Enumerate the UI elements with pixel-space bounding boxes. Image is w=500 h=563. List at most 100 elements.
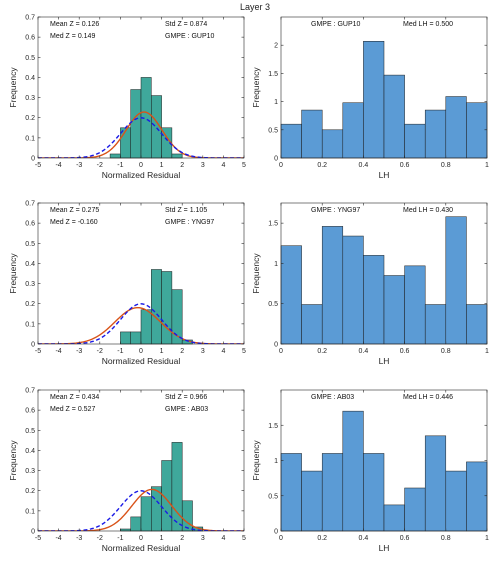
y-tick-label: 0.3	[25, 281, 35, 288]
y-tick-label: 0.1	[25, 135, 35, 142]
bar	[342, 235, 364, 345]
y-axis-label: Frequency	[8, 67, 18, 108]
x-tick-label: -1	[117, 535, 123, 542]
bar	[140, 309, 152, 345]
x-axis-label: LH	[379, 170, 390, 180]
x-tick-label: -2	[97, 535, 103, 542]
stat-annotation: GMPE : YNG97	[311, 207, 360, 214]
y-axis-label: Frequency	[251, 440, 261, 481]
stat-annotation: Med Z = 0.149	[50, 33, 95, 40]
bar	[120, 331, 131, 345]
y-axis-label: Frequency	[251, 253, 261, 294]
bar	[466, 304, 488, 345]
bar	[280, 453, 302, 532]
x-tick-label: 0	[279, 162, 283, 169]
bar-group	[280, 216, 488, 345]
x-tick-label: 5	[242, 535, 246, 542]
stat-annotation: GMPE : GUP10	[165, 33, 215, 40]
y-tick-label: 0.7	[25, 388, 35, 395]
x-axis-label: LH	[379, 543, 390, 553]
bar	[171, 442, 183, 532]
bar	[445, 216, 467, 345]
stat-annotation: Mean Z = 0.126	[50, 21, 99, 28]
x-tick-label: 0	[279, 535, 283, 542]
x-tick-label: -3	[76, 162, 82, 169]
bar	[383, 275, 405, 345]
x-axis-label: Normalized Residual	[102, 543, 181, 553]
stat-annotation: Med Z = -0.160	[50, 219, 98, 226]
stat-annotation: GMPE : AB03	[165, 406, 208, 413]
y-tick-label: 0.5	[268, 493, 278, 500]
bar	[363, 255, 385, 345]
bar	[301, 470, 323, 532]
bar	[151, 269, 162, 345]
figure-title: Layer 3	[240, 2, 270, 12]
bar	[321, 226, 344, 345]
y-tick-label: 0.2	[25, 488, 35, 495]
x-tick-label: 3	[201, 348, 205, 355]
plot-frame	[280, 202, 488, 345]
stat-annotation: Std Z = 0.966	[165, 394, 207, 401]
bar	[301, 304, 323, 345]
x-tick-label: 0.2	[317, 535, 327, 542]
y-tick-label: 0.3	[25, 95, 35, 102]
x-tick-label: 0	[139, 535, 143, 542]
x-tick-label: 4	[221, 535, 225, 542]
stat-annotation: Med Z = 0.527	[50, 406, 95, 413]
stat-annotation: GMPE : AB03	[311, 394, 354, 401]
x-tick-label: 0.8	[441, 535, 451, 542]
x-axis-label: Normalized Residual	[102, 356, 181, 366]
bar	[424, 109, 447, 159]
stat-annotation: GMPE : GUP10	[311, 21, 361, 28]
y-tick-label: 1	[274, 261, 278, 268]
x-tick-label: -5	[35, 348, 41, 355]
y-axis-label: Frequency	[8, 253, 18, 294]
plot-frame	[280, 16, 488, 159]
x-tick-label: 3	[201, 535, 205, 542]
y-tick-label: 1.5	[268, 71, 278, 78]
bar-group	[109, 77, 183, 159]
stat-annotation: GMPE : YNG97	[165, 219, 214, 226]
x-tick-label: 0.6	[400, 535, 410, 542]
x-tick-label: -1	[117, 348, 123, 355]
y-tick-label: 0.6	[25, 408, 35, 415]
y-tick-label: 0.4	[25, 261, 35, 268]
y-tick-label: 2	[274, 43, 278, 50]
stat-annotation: Mean Z = 0.434	[50, 394, 99, 401]
x-tick-label: 1	[485, 348, 489, 355]
y-tick-label: 0.5	[268, 127, 278, 134]
x-tick-label: 1	[485, 535, 489, 542]
y-tick-label: 0.5	[268, 301, 278, 308]
bar	[445, 96, 467, 159]
y-axis-label: Frequency	[8, 440, 18, 481]
stat-annotation: Mean Z = 0.275	[50, 207, 99, 214]
y-tick-label: 0	[274, 156, 278, 163]
y-tick-label: 0.4	[25, 448, 35, 455]
x-tick-label: 5	[242, 348, 246, 355]
x-tick-label: 4	[221, 348, 225, 355]
stat-annotation: Med LH = 0.430	[403, 207, 453, 214]
stat-annotation: Med LH = 0.446	[403, 394, 453, 401]
y-tick-label: 0	[31, 342, 35, 349]
y-tick-label: 0.7	[25, 15, 35, 22]
bar	[363, 41, 385, 159]
bar	[466, 102, 488, 159]
x-tick-label: 1	[160, 348, 164, 355]
x-tick-label: 0.6	[400, 162, 410, 169]
bar	[445, 470, 467, 532]
x-tick-label: 2	[180, 535, 184, 542]
x-tick-label: -1	[117, 162, 123, 169]
x-tick-label: 2	[180, 348, 184, 355]
bar	[363, 453, 385, 532]
y-tick-label: 0.2	[25, 115, 35, 122]
x-tick-label: 1	[160, 535, 164, 542]
x-tick-label: -4	[55, 348, 61, 355]
y-tick-label: 0.2	[25, 301, 35, 308]
x-tick-label: -4	[55, 162, 61, 169]
x-tick-label: 0.6	[400, 348, 410, 355]
y-tick-label: 1.5	[268, 423, 278, 430]
bar	[109, 153, 121, 159]
x-tick-label: 2	[180, 162, 184, 169]
bar	[321, 129, 344, 159]
bar	[280, 245, 302, 345]
